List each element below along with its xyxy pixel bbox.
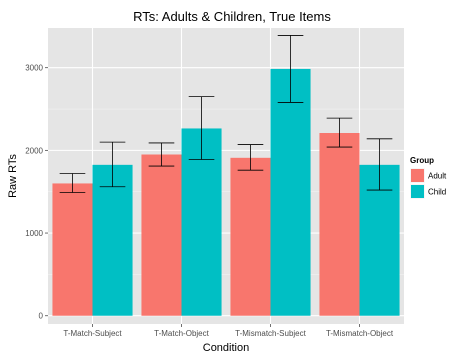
errorbar-adult-2 [148,142,175,167]
y-tick-label: 0 [39,312,44,321]
bar-adult-3 [230,157,271,316]
bar-adult-1 [52,183,93,316]
errorbar-adult-3 [237,144,264,171]
bar-adult-2 [141,154,182,316]
errorbar-child-3 [277,35,304,103]
x-axis-title: Condition [203,342,249,354]
x-tick-label: T-Match-Object [154,329,209,338]
y-tick-label: 1000 [25,229,43,238]
y-tick-label: 2000 [25,146,43,155]
x-tick-label: T-Mismatch-Object [326,329,394,338]
y-axis-ticks: 0 1000 2000 3000 [25,64,48,321]
x-axis-ticks: T-Match-Subject T-Match-Object T-Mismatch-… [63,324,394,338]
errorbar-adult-1 [59,173,86,193]
bars-layer [52,68,400,316]
legend: Group Adult Child [409,156,447,200]
legend-title: Group [410,156,434,165]
y-tick-label: 3000 [25,64,43,73]
legend-label-child: Child [428,188,446,197]
bar-child-1 [92,164,133,316]
legend-swatch-adult [411,169,424,182]
errorbar-child-2 [188,96,215,160]
bar-child-3 [270,68,311,316]
legend-swatch-child [411,185,424,198]
errorbar-child-4 [366,138,393,191]
errorbar-child-1 [99,141,126,188]
errorbar-adult-4 [326,117,353,148]
y-axis-title: Raw RTs [7,154,19,198]
errorbar-layer [59,35,393,193]
x-tick-label: T-Mismatch-Subject [235,329,306,338]
bar-adult-4 [319,133,360,316]
x-tick-label: T-Match-Subject [63,329,122,338]
chart-title: RTs: Adults & Children, True Items [133,9,331,24]
legend-label-adult: Adult [428,172,447,181]
